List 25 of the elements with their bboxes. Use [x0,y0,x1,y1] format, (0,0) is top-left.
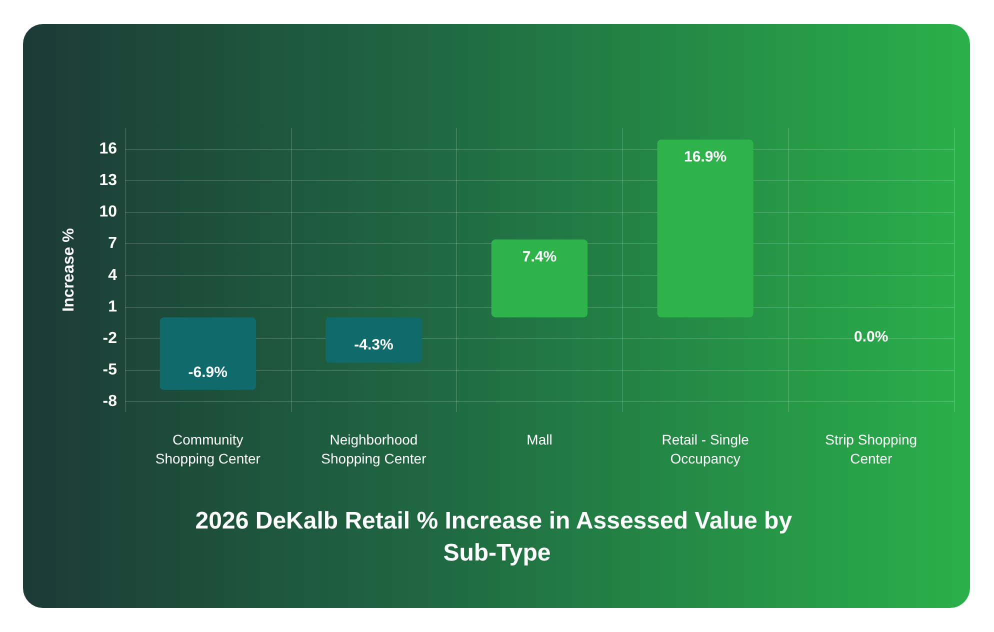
data-label: -6.9% [188,364,228,381]
y-tick-label: -2 [102,330,118,347]
y-tick-label: 4 [108,266,118,284]
text: 2026 DeKalb Retail % Increase in Assessed Value by Sub-Type [195,508,799,566]
y-axis-title: Increase % [60,228,78,312]
y-tick-label: 13 [99,172,118,190]
data-label: 16.9% [684,148,727,166]
x-tick-label: Community Shopping Center [155,432,261,466]
x-tick-label: Strip Shopping Center [825,432,918,466]
y-tick-label: -8 [102,392,118,410]
y-tick-label: 7 [108,235,118,252]
bar [491,239,588,318]
bar [657,140,754,318]
bar [160,317,256,390]
y-tick-label: 16 [99,140,118,158]
x-tick-label: Mall [526,432,552,448]
y-tick-label: -5 [102,361,118,378]
data-label: 7.4% [522,248,557,266]
data-label: 0.0% [854,328,888,346]
data-label: -4.3% [354,336,394,354]
x-tick-label: Retail - Single Occupancy [662,432,750,466]
y-tick-label: 10 [99,204,118,221]
x-tick-label: Neighborhood Shopping Center [321,432,427,466]
bar [326,317,422,363]
y-tick-label: 1 [108,298,118,316]
